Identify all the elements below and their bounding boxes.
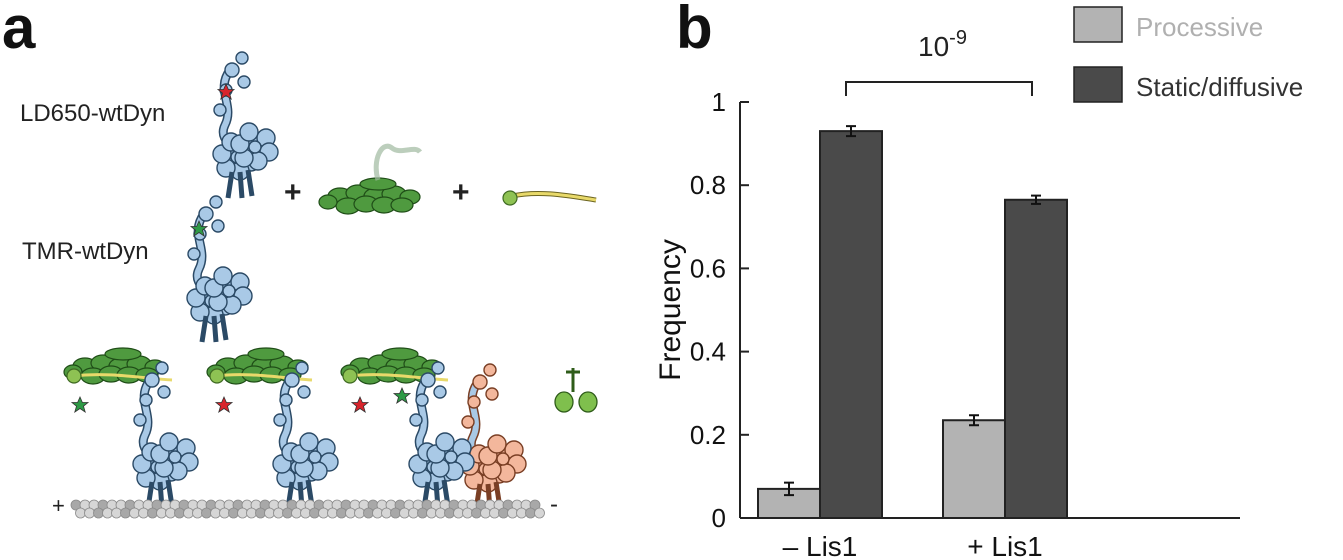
plus-sign-1: +: [284, 176, 302, 209]
tubulin-subunit: [84, 507, 95, 519]
bar-static-diffusive: [819, 130, 883, 519]
tubulin-subunit: [489, 507, 500, 519]
tubulin-subunit: [390, 507, 401, 519]
complex-3-illustration: [340, 347, 526, 510]
panel-a-label: a: [2, 0, 36, 61]
microtubule-plus-end-label: +: [52, 493, 65, 518]
tubulin-subunit: [471, 507, 482, 519]
chart-legend: Processive Static/diffusive: [1073, 6, 1303, 103]
tubulin-subunit: [381, 507, 392, 519]
tubulin-subunit: [453, 507, 464, 519]
tubulin-subunit: [120, 507, 131, 519]
tubulin-subunit: [516, 507, 527, 519]
lis1-illustration: [554, 368, 598, 413]
tubulin-subunit: [417, 507, 428, 519]
tubulin-subunit: [480, 507, 491, 519]
significance-p-value: 10-9: [918, 27, 967, 62]
tubulin-subunit: [354, 507, 365, 519]
plus-sign-2: +: [452, 176, 470, 209]
tubulin-subunit: [462, 507, 473, 519]
tubulin-subunit: [408, 507, 419, 519]
tubulin-subunit: [327, 507, 338, 519]
significance-bracket: 10-9: [845, 27, 1033, 96]
y-tick-label: 1: [712, 87, 726, 117]
frequency-bar-chart: Processive Static/diffusive 10-9 Frequen…: [654, 6, 1303, 560]
tubulin-subunit: [318, 507, 329, 519]
panel-b-label: b: [676, 0, 713, 61]
tubulin-subunit: [165, 507, 176, 519]
y-tick-label: 0.6: [690, 253, 726, 283]
tubulin-subunit: [228, 507, 239, 519]
tubulin-subunit: [246, 507, 257, 519]
tubulin-subunit: [336, 507, 347, 519]
tubulin-subunit: [138, 507, 149, 519]
legend-label-processive: Processive: [1136, 12, 1263, 42]
tubulin-subunit: [255, 507, 266, 519]
y-tick-label: 0.8: [690, 170, 726, 200]
tubulin-subunit: [282, 507, 293, 519]
tubulin-subunit: [507, 507, 518, 519]
tubulin-subunit: [534, 507, 545, 519]
tubulin-subunit: [300, 507, 311, 519]
tubulin-subunit: [264, 507, 275, 519]
tubulin-subunit: [498, 507, 509, 519]
legend-swatch-static-diffusive: [1073, 66, 1123, 103]
bar-static-diffusive: [1004, 198, 1068, 519]
tubulin-subunit: [363, 507, 374, 519]
ld650-dynein-illustration: [213, 52, 278, 198]
tubulin-subunit: [444, 507, 455, 519]
tubulin-subunit: [237, 507, 248, 519]
tubulin-subunit: [426, 507, 437, 519]
dynactin-illustration: [318, 143, 423, 215]
tubulin-subunit: [174, 507, 185, 519]
dynein-assembly-diagram: [63, 0, 598, 519]
tubulin-subunit: [435, 507, 446, 519]
tubulin-subunit: [525, 507, 536, 519]
p-value-exponent: -9: [949, 27, 967, 49]
tubulin-subunit: [345, 507, 356, 519]
x-axis-tick-labels: – Lis1 + Lis1: [783, 531, 1043, 560]
tubulin-subunit: [291, 507, 302, 519]
microtubule-minus-end-label: -: [550, 491, 558, 518]
y-axis-ticks: 0 0.2 0.4 0.6 0.8 1: [690, 87, 749, 533]
y-axis-label: Frequency: [654, 239, 687, 381]
tubulin-subunit: [147, 507, 158, 519]
y-tick-label: 0.2: [690, 420, 726, 450]
x-tick-label: + Lis1: [967, 531, 1043, 560]
tubulin-subunit: [210, 507, 221, 519]
complex-1-illustration: [63, 347, 198, 508]
x-tick-label: – Lis1: [783, 531, 858, 560]
tubulin-subunit: [273, 507, 284, 519]
tubulin-subunit: [309, 507, 320, 519]
y-tick-label: 0: [712, 503, 726, 533]
tubulin-subunit: [111, 507, 122, 519]
tubulin-subunit: [93, 507, 104, 519]
tubulin-subunit: [399, 507, 410, 519]
tubulin-subunit: [529, 499, 541, 511]
microtubule-illustration: [70, 499, 545, 519]
tubulin-subunit: [156, 507, 167, 519]
tubulin-subunit: [372, 507, 383, 519]
tubulin-subunit: [102, 507, 113, 519]
bar-processive: [942, 419, 1006, 519]
complex-2-illustration: [206, 347, 338, 508]
tubulin-subunit: [75, 507, 86, 519]
legend-swatch-processive: [1073, 6, 1123, 43]
y-tick-label: 0.4: [690, 337, 726, 367]
tmr-dynein-illustration: [187, 196, 252, 342]
tubulin-subunit: [129, 507, 140, 519]
tubulin-subunit: [219, 507, 230, 519]
ld650-dynein-label: LD650-wtDyn: [20, 100, 166, 127]
adaptor-illustration: [502, 190, 597, 206]
tubulin-subunit: [183, 507, 194, 519]
legend-label-static-diffusive: Static/diffusive: [1136, 72, 1303, 102]
chart-bars: [757, 125, 1068, 520]
tubulin-subunit: [192, 507, 203, 519]
tubulin-subunit: [201, 507, 212, 519]
tmr-dynein-label: TMR-wtDyn: [22, 238, 149, 265]
